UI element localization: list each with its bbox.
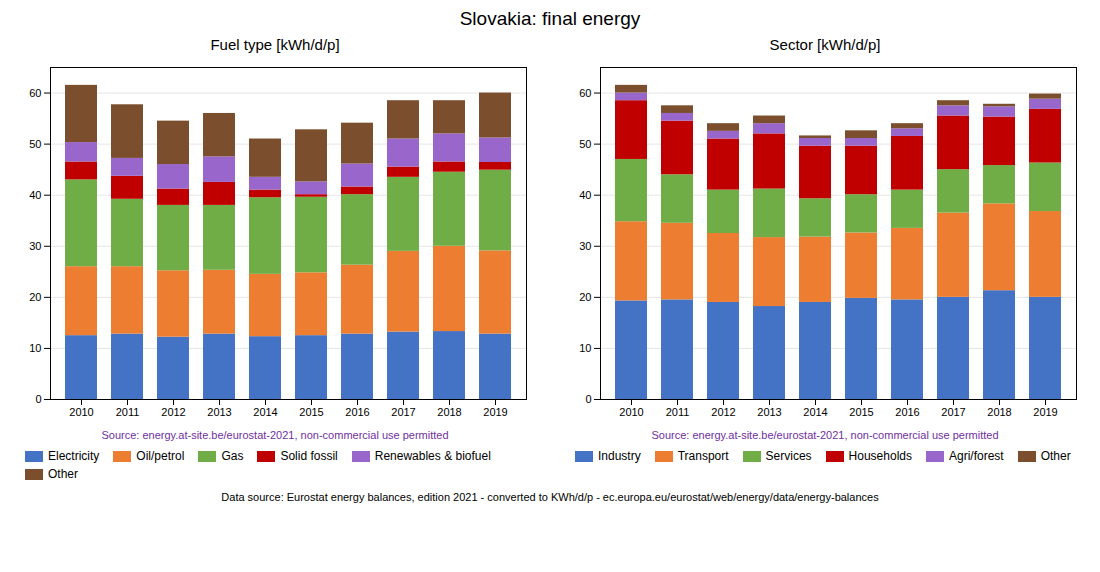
svg-text:2019: 2019 [483,406,507,418]
svg-text:2012: 2012 [711,406,735,418]
svg-text:2013: 2013 [207,406,231,418]
svg-text:60: 60 [579,87,591,99]
svg-text:0: 0 [35,393,41,405]
svg-text:20: 20 [579,291,591,303]
svg-text:50: 50 [29,138,41,150]
svg-text:30: 30 [29,240,41,252]
svg-text:2010: 2010 [619,406,643,418]
html-text:Sector [kWh/d/p]: Sector [kWh/d/p] [769,36,881,53]
svg-text:2016: 2016 [895,406,919,418]
svg-text:2017: 2017 [941,406,965,418]
svg-text:2011: 2011 [666,406,690,418]
svg-text:2014: 2014 [803,406,827,418]
html-text:Renewables & biofuel: Renewables & biofuel [374,449,491,463]
html-text:Industry: Industry [598,449,641,463]
svg-text:2012: 2012 [161,406,185,418]
html-text:Source: energy.at-site.be/euro: Source: energy.at-site.be/eurostat-2021,… [101,429,449,441]
svg-text:50: 50 [579,138,591,150]
html-text:Electricity: Electricity [48,449,100,463]
html-text:Transport: Transport [677,449,729,463]
svg-text:2019: 2019 [1033,406,1057,418]
html-text:Solid fossil: Solid fossil [280,449,338,463]
html-text:Gas: Gas [221,449,244,463]
svg-text:2010: 2010 [69,406,93,418]
svg-text:2014: 2014 [253,406,277,418]
svg-text:2018: 2018 [987,406,1011,418]
html-text:Agri/forest: Agri/forest [949,449,1004,463]
html-text:Oil/petrol: Oil/petrol [136,449,185,463]
svg-text:2011: 2011 [116,406,140,418]
svg-text:10: 10 [29,342,41,354]
svg-text:60: 60 [29,87,41,99]
html-text:Data source: Eurostat energy b: Data source: Eurostat energy balances, e… [221,491,879,503]
svg-text:40: 40 [579,189,591,201]
svg-text:30: 30 [579,240,591,252]
svg-text:40: 40 [29,189,41,201]
svg-text:2017: 2017 [391,406,415,418]
html-text:Other: Other [1040,449,1071,463]
html-text:Services: Services [765,449,812,463]
svg-text:10: 10 [579,342,591,354]
svg-text:2015: 2015 [299,406,323,418]
svg-text:0: 0 [585,393,591,405]
html-text:Fuel type [kWh/d/p]: Fuel type [kWh/d/p] [210,36,340,53]
svg-text:2015: 2015 [849,406,873,418]
svg-text:20: 20 [29,291,41,303]
svg-text:2018: 2018 [437,406,461,418]
html-text:Households: Households [848,449,912,463]
svg-text:2016: 2016 [345,406,369,418]
html-text:Source: energy.at-site.be/euro: Source: energy.at-site.be/eurostat-2021,… [651,429,999,441]
svg-text:2013: 2013 [757,406,781,418]
html-text:Slovakia: final energy: Slovakia: final energy [459,8,641,29]
html-text:Other: Other [48,467,78,481]
